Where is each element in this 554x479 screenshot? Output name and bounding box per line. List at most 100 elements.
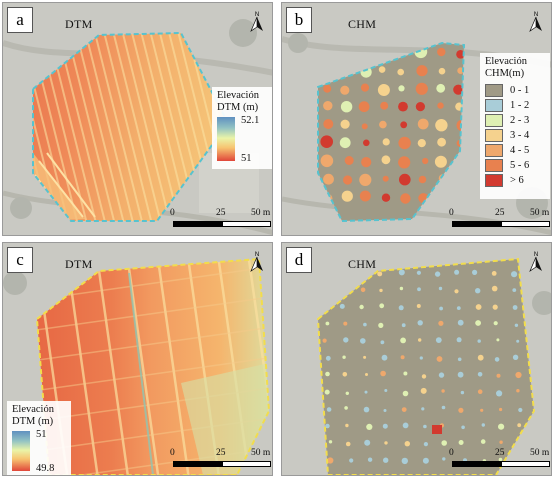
tree-canopy: [435, 337, 442, 343]
tree-canopy: [366, 423, 373, 430]
tree-canopy: [322, 338, 327, 343]
tree-canopy: [398, 156, 411, 169]
tree-canopy: [345, 423, 349, 428]
panel-a-dtm-map: a DTM N Elevación DTM (m) 52.1 51 0 25 5…: [2, 2, 273, 236]
map-title: CHM: [348, 257, 377, 271]
tree-canopy: [345, 391, 349, 395]
tree-canopy: [383, 457, 389, 463]
tree-canopy: [453, 84, 464, 95]
tree-canopy: [516, 389, 520, 393]
tree-canopy: [417, 287, 421, 292]
tree-canopy: [381, 354, 388, 361]
map-title: DTM: [65, 17, 93, 31]
tree-canopy: [515, 371, 522, 379]
tree-canopy: [420, 387, 427, 394]
tree-canopy: [437, 47, 446, 57]
class-label: 2 - 3: [510, 115, 530, 126]
north-arrow-icon: N: [250, 252, 263, 272]
tree-canopy: [456, 337, 462, 343]
tree-canopy: [377, 271, 383, 277]
tree-canopy: [422, 157, 429, 165]
tree-canopy: [323, 173, 334, 185]
tree-canopy: [399, 173, 411, 186]
class-label: 0 - 1: [510, 85, 530, 96]
legend-class-item: 0 - 1: [485, 83, 545, 98]
tree-canopy: [416, 304, 421, 308]
tree-canopy: [381, 193, 391, 202]
tree-canopy: [480, 439, 486, 444]
tree-canopy: [320, 154, 334, 168]
tree-canopy: [498, 423, 505, 430]
scale-bar: 0 25 50 m: [170, 448, 271, 470]
tree-canopy: [341, 190, 353, 202]
tree-canopy: [379, 303, 385, 309]
panel-d-chm-map: d CHM N 0 25 50 m: [281, 242, 552, 476]
panel-b-chm-map: b CHM N Elevación CHM(m) 0 - 1 1 - 2 2 -…: [281, 2, 552, 236]
tree-canopy: [415, 82, 428, 95]
legend-title-line1: Elevación: [485, 56, 527, 67]
tree-canopy: [460, 390, 465, 395]
tree-canopy: [421, 407, 425, 411]
north-label: N: [534, 252, 538, 258]
tree-canopy: [456, 50, 464, 59]
tree-canopy: [398, 269, 405, 276]
tree-canopy: [436, 83, 446, 93]
scale-bar-graphic: [173, 221, 271, 227]
legend-class-item: 2 - 3: [485, 113, 545, 128]
tree-canopy: [422, 457, 429, 464]
scale-bar: 0 25 50 m: [170, 208, 271, 230]
scale-bar-graphic: [452, 461, 550, 467]
tree-canopy: [378, 322, 384, 328]
tree-canopy: [434, 155, 447, 168]
tree-canopy: [514, 323, 519, 327]
tree-canopy: [439, 306, 443, 311]
tree-canopy: [324, 389, 330, 395]
class-label: 5 - 6: [510, 160, 530, 171]
tree-canopy: [339, 303, 345, 309]
tree-canopy: [416, 270, 421, 275]
legend-title-line2: DTM (m): [217, 102, 259, 113]
north-arrow-icon: N: [250, 12, 263, 32]
tree-canopy: [416, 65, 428, 77]
tree-canopy: [340, 85, 350, 95]
tree-canopy: [367, 457, 373, 462]
legend-max: 51: [36, 429, 47, 440]
tree-canopy: [438, 372, 445, 378]
tree-canopy: [417, 139, 426, 148]
north-label: N: [255, 12, 259, 18]
tree-canopy: [381, 155, 391, 165]
tree-canopy: [458, 407, 464, 413]
tree-canopy: [400, 337, 406, 344]
tree-canopy: [457, 319, 464, 326]
tree-canopy: [378, 66, 386, 73]
tree-canopy: [380, 101, 389, 110]
tree-canopy: [438, 67, 446, 75]
tree-canopy: [418, 338, 422, 342]
tree-canopy: [349, 458, 354, 463]
class-swatch: [485, 174, 503, 187]
tree-canopy: [326, 407, 332, 412]
scale-bar-graphic: [452, 221, 550, 227]
tree-canopy: [456, 306, 461, 310]
tree-canopy: [457, 371, 464, 378]
class-swatch: [485, 159, 503, 172]
tree-canopy: [481, 423, 485, 427]
tree-canopy: [383, 409, 387, 412]
tree-canopy: [499, 440, 503, 444]
north-arrow-icon: N: [529, 252, 542, 272]
tree-canopy: [400, 121, 408, 129]
tree-canopy: [404, 441, 410, 447]
tree-canopy: [363, 406, 370, 413]
tree-canopy: [382, 175, 389, 182]
scale-bar-graphic: [173, 461, 271, 467]
tree-canopy: [402, 422, 409, 429]
scale-label-50: 50 m: [530, 448, 550, 458]
class-swatch: [485, 99, 503, 112]
tree-canopy: [438, 320, 444, 326]
scale-label-0: 0: [449, 208, 454, 218]
legend-class-item: 1 - 2: [485, 98, 545, 113]
tree-canopy: [327, 457, 334, 464]
tree-canopy: [496, 390, 503, 397]
tree-canopy: [512, 288, 517, 292]
legend-class-item: 3 - 4: [485, 128, 545, 143]
